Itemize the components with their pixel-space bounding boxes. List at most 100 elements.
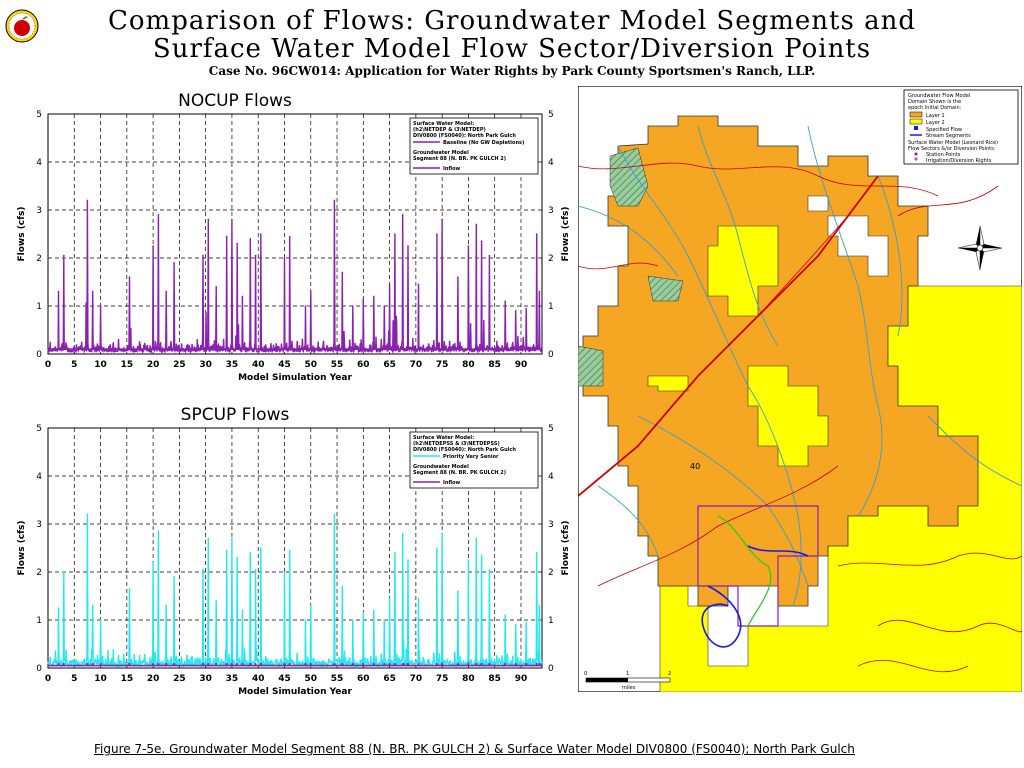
map-legend-title: Groundwater Flow Model — [908, 93, 970, 99]
x-tick-label: 15 — [121, 360, 134, 370]
x-tick-label: 75 — [436, 674, 449, 684]
data-point-peak — [352, 305, 354, 307]
data-point-peak — [310, 290, 312, 293]
data-point-peak — [467, 245, 470, 247]
x-tick-label: 75 — [436, 360, 449, 370]
x-tick-label: 80 — [462, 360, 475, 370]
svg-text:0: 0 — [584, 671, 587, 677]
legend-text: Segment 88 (N. BR. PK GULCH 2) — [413, 156, 506, 162]
svg-text:2: 2 — [668, 671, 671, 677]
data-point-peak — [535, 233, 538, 235]
y-tick-label-left: 3 — [36, 206, 42, 216]
map-label-40: 40 — [690, 462, 700, 471]
map-legend-layer1: Layer 1 — [926, 113, 945, 119]
data-point-peak — [173, 576, 175, 578]
data-point-peak — [63, 571, 65, 573]
data-point-peak — [63, 254, 65, 257]
legend-series-label: Baseline (No GW Depletions) — [443, 140, 524, 146]
data-point-peak — [152, 245, 154, 247]
data-point-peak — [99, 305, 102, 307]
data-point-peak — [215, 286, 217, 288]
page-subtitle: Case No. 96CW014: Application for Water … — [208, 64, 816, 78]
y-tick-label-left: 4 — [36, 472, 42, 482]
legend-text: Groundwater Model — [413, 150, 469, 156]
legend-text: Segment 88 (N. BR. PK GULCH 2) — [413, 470, 506, 476]
map-legend-layer2: Layer 2 — [926, 120, 945, 126]
data-point-peak — [401, 532, 404, 535]
x-tick-label: 55 — [331, 674, 344, 684]
x-tick-label: 5 — [71, 674, 77, 684]
data-point-peak — [157, 530, 160, 532]
x-tick-label: 35 — [226, 674, 239, 684]
data-point-peak — [128, 276, 131, 278]
legend-text: (h2\NETDEPSS & i3\NETDEPSS) — [413, 441, 500, 447]
data-point-peak — [373, 295, 375, 298]
map-legend-specified-flow: Specified Flow — [926, 127, 962, 133]
data-point-peak — [383, 305, 386, 307]
data-point-peak — [504, 300, 507, 302]
x-tick-label: 65 — [383, 360, 396, 370]
x-tick-label: 15 — [121, 674, 134, 684]
y-tick-label-left: 4 — [36, 158, 42, 168]
data-point-peak — [436, 547, 438, 549]
x-tick-label: 45 — [278, 360, 291, 370]
x-tick-label: 90 — [515, 674, 528, 684]
data-point-peak — [310, 604, 312, 607]
data-point-peak — [260, 233, 262, 235]
data-point-peak — [283, 257, 286, 259]
map-gap — [827, 215, 889, 277]
data-point-peak — [388, 597, 391, 600]
data-point-peak — [91, 604, 94, 607]
data-point-peak — [538, 604, 541, 607]
data-point-peak — [475, 537, 478, 540]
x-tick-label: 85 — [488, 360, 501, 370]
x-tick-label: 85 — [488, 674, 501, 684]
x-tick-label: 20 — [147, 674, 160, 684]
x-tick-label: 25 — [173, 674, 186, 684]
map-legend-title: epoch Initial Domain: — [908, 105, 962, 111]
data-point-peak — [383, 619, 386, 621]
y-tick-label-left: 2 — [36, 254, 42, 264]
map-green-segment — [717, 515, 772, 627]
y-tick-label-right: 3 — [548, 520, 554, 530]
data-point-peak — [241, 295, 244, 298]
data-point-peak — [441, 532, 443, 535]
y-tick-label-left: 2 — [36, 568, 42, 578]
map-legend-sw-title: Flow Sectors &/or Diversion Points: — [908, 146, 996, 152]
data-point-peak — [407, 559, 409, 561]
data-point-peak — [57, 607, 60, 609]
x-axis-label: Model Simulation Year — [238, 687, 352, 697]
data-point-peak — [99, 619, 102, 621]
data-point-peak — [407, 245, 409, 247]
x-tick-label: 50 — [305, 674, 318, 684]
data-point-peak — [514, 310, 517, 312]
map-purple-boundary — [697, 505, 819, 627]
map-legend-stream-segments: Stream Segments — [926, 133, 971, 139]
data-point-peak — [207, 537, 210, 540]
data-point-peak — [436, 233, 438, 235]
data-point-peak — [362, 298, 365, 300]
map-streams — [578, 125, 1022, 607]
data-point-peak — [254, 254, 257, 257]
map-legend-title: Domain Shown is the — [908, 99, 961, 105]
map-specified-flow — [609, 147, 649, 207]
data-point-peak — [441, 218, 443, 221]
data-point-peak — [480, 554, 483, 556]
data-point-peak — [514, 624, 517, 626]
series-line-inflow — [48, 346, 542, 350]
map-legend-irrigation: Irrigation/Diversion Rights — [926, 158, 992, 164]
x-tick-label: 20 — [147, 360, 160, 370]
data-point-peak — [538, 290, 541, 293]
data-point-peak — [488, 254, 491, 257]
map-legend: Groundwater Flow Model Domain Shown is t… — [903, 89, 1019, 165]
y-tick-label-right: 3 — [548, 206, 554, 216]
data-point-peak — [241, 609, 244, 612]
map-specified-flow — [647, 275, 684, 302]
data-point-peak — [525, 621, 527, 624]
svg-text:miles: miles — [622, 685, 636, 691]
data-point-peak — [457, 590, 459, 592]
map-highway — [578, 175, 879, 497]
data-point-peak — [249, 552, 252, 554]
